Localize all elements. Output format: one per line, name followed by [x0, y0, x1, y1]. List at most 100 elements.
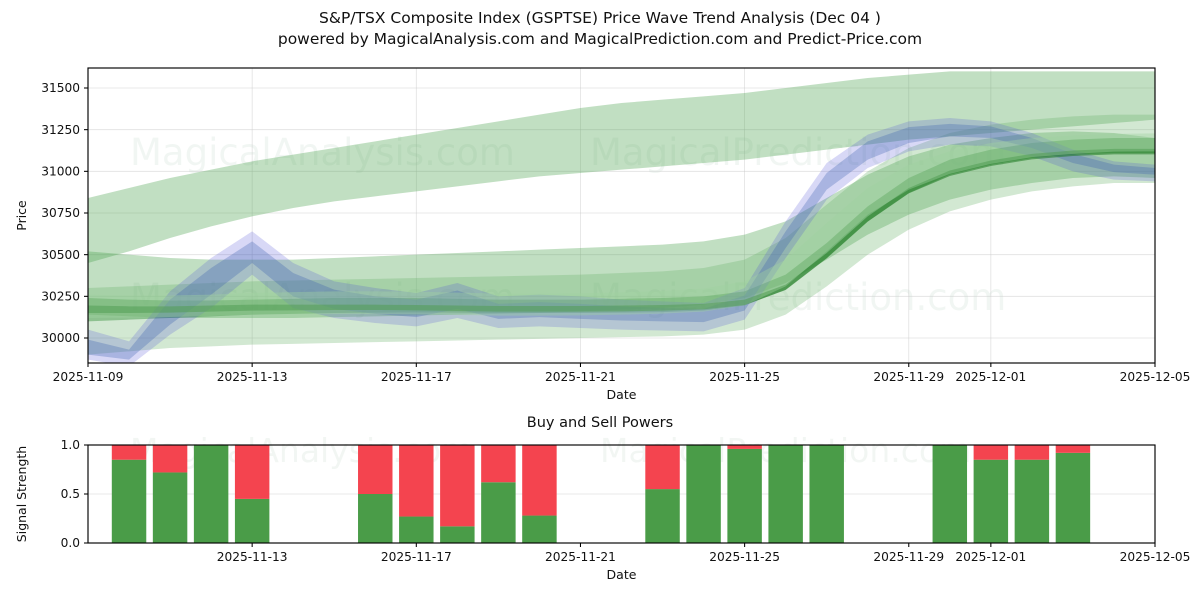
- watermark-text: MagicalPrediction.com: [590, 276, 1006, 319]
- bar-sell-power[interactable]: [1055, 445, 1091, 453]
- bar-sell-power[interactable]: [481, 445, 516, 483]
- bar-buy-power[interactable]: [193, 445, 229, 543]
- bar-sell-power[interactable]: [440, 445, 475, 527]
- page-title: S&P/TSX Composite Index (GSPTSE) Price W…: [319, 9, 881, 27]
- bar-buy-power[interactable]: [727, 448, 762, 543]
- xaxis-title-price: Date: [607, 387, 637, 402]
- bar-buy-power[interactable]: [481, 482, 516, 543]
- ticks-bars: 0.0 0.5 1.0 2025-11-13 2025-11-17 2025-11-21 2…: [61, 438, 1191, 564]
- xtick-label: 2025-11-17: [381, 370, 452, 384]
- bar-buy-power[interactable]: [440, 526, 475, 543]
- bar-sell-power[interactable]: [973, 445, 1009, 460]
- xtick-label: 2025-12-01: [955, 550, 1026, 564]
- ytick-label: 30500: [41, 248, 80, 262]
- xtick-label: 2025-11-17: [381, 550, 452, 564]
- xtick-label: 2025-11-25: [709, 550, 780, 564]
- bar-buy-power[interactable]: [645, 489, 680, 543]
- bar-buy-power[interactable]: [399, 516, 434, 543]
- xtick-label: 2025-11-21: [545, 550, 616, 564]
- bar-group: [1014, 445, 1050, 543]
- price-band-wide-envelope: [88, 114, 1155, 355]
- bar-group: [686, 445, 721, 543]
- bar-group: [522, 445, 557, 543]
- signal-bars: [111, 445, 1091, 543]
- bar-group: [973, 445, 1009, 543]
- xtick-label: 2025-11-29: [873, 370, 944, 384]
- bar-buy-power[interactable]: [768, 445, 803, 543]
- bar-group: [358, 445, 393, 543]
- xtick-label: 2025-11-25: [709, 370, 780, 384]
- bar-group: [399, 445, 434, 543]
- price-band-pale-fan-band: [88, 133, 1155, 318]
- price-band-blue-wave-outer: [88, 118, 1155, 363]
- bar-group: [809, 445, 844, 543]
- bar-group: [768, 445, 803, 543]
- price-wave-panel: MagicalAnalysis.com MagicalPrediction.com…: [14, 67, 1190, 402]
- bar-buy-power[interactable]: [809, 445, 844, 543]
- ytick-label: 31000: [41, 165, 80, 179]
- price-band-blue-wave-inner: [88, 123, 1155, 360]
- xtick-label: 2025-12-01: [955, 370, 1026, 384]
- xaxis-title-bars: Date: [607, 567, 637, 582]
- bar-buy-power[interactable]: [234, 498, 270, 543]
- bar-buy-power[interactable]: [1014, 459, 1050, 543]
- bar-buy-power[interactable]: [1055, 452, 1091, 543]
- price-bands: [88, 71, 1155, 363]
- axes-frame-price: [87, 67, 1156, 364]
- bar-group: [727, 445, 762, 543]
- watermark-group-price: MagicalAnalysis.com MagicalPrediction.com…: [130, 131, 1006, 319]
- yaxis-title-price: Price: [14, 200, 29, 231]
- bar-buy-power[interactable]: [152, 472, 188, 543]
- bar-buy-power[interactable]: [932, 445, 968, 543]
- xtick-label: 2025-11-21: [545, 370, 616, 384]
- bar-sell-power[interactable]: [234, 445, 270, 499]
- buy-sell-panel: Buy and Sell PowersMagicalAnalysis.comMa…: [14, 415, 1190, 582]
- bar-buy-power[interactable]: [973, 459, 1009, 543]
- ytick-label: 0.5: [61, 487, 80, 501]
- bar-sell-power[interactable]: [1014, 445, 1050, 460]
- bar-sell-power[interactable]: [358, 445, 393, 494]
- xtick-label: 2025-11-13: [217, 550, 288, 564]
- xtick-label: 2025-12-05: [1120, 550, 1191, 564]
- yaxis-title-bars: Signal Strength: [14, 446, 29, 542]
- bar-sell-power[interactable]: [399, 445, 434, 517]
- ticks-price: 30000 30250 30500 30750 31000 31250 31500 2025-…: [41, 81, 1190, 384]
- bar-sell-power[interactable]: [522, 445, 557, 516]
- bar-sell-power[interactable]: [645, 445, 680, 490]
- bar-group: [1055, 445, 1091, 543]
- xtick-label: 2025-12-05: [1120, 370, 1191, 384]
- xtick-label: 2025-11-09: [53, 370, 124, 384]
- bar-group: [152, 445, 188, 543]
- ytick-label: 1.0: [61, 438, 80, 452]
- gridlines-price: [87, 68, 1156, 363]
- axes-price: [87, 67, 1156, 364]
- ytick-label: 0.0: [61, 536, 80, 550]
- bar-buy-power[interactable]: [522, 515, 557, 543]
- bar-group: [645, 445, 680, 543]
- bar-buy-power[interactable]: [358, 494, 393, 543]
- page-subtitle: powered by MagicalAnalysis.com and Magic…: [278, 30, 922, 48]
- xtick-label: 2025-11-29: [873, 550, 944, 564]
- watermark-text: MagicalPrediction.com: [590, 131, 1006, 174]
- buy-sell-title: Buy and Sell Powers: [527, 415, 673, 431]
- watermark-text: MagicalAnalysis.com: [130, 131, 515, 174]
- ytick-label: 31500: [41, 81, 80, 95]
- ytick-label: 30000: [41, 331, 80, 345]
- bar-group: [440, 445, 475, 543]
- bar-sell-power[interactable]: [111, 445, 147, 460]
- ytick-label: 31250: [41, 123, 80, 137]
- xtick-label: 2025-11-13: [217, 370, 288, 384]
- bar-group: [111, 445, 147, 543]
- ytick-label: 30750: [41, 206, 80, 220]
- price-band-outer-lower-band: [88, 131, 1155, 318]
- bar-buy-power[interactable]: [686, 445, 721, 543]
- bar-sell-power[interactable]: [152, 445, 188, 473]
- bar-sell-power[interactable]: [727, 445, 762, 449]
- price-band-outer-upper-band: [88, 71, 1155, 263]
- ytick-label: 30250: [41, 290, 80, 304]
- bar-group: [932, 445, 968, 543]
- bar-group: [193, 445, 229, 543]
- bar-buy-power[interactable]: [111, 459, 147, 543]
